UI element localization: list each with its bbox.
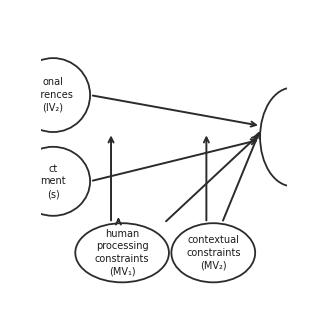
Ellipse shape [16, 58, 90, 132]
Ellipse shape [172, 223, 255, 282]
Text: ct
ment
(s): ct ment (s) [40, 164, 66, 199]
Ellipse shape [16, 147, 90, 216]
Text: contextual
constraints
(MV₂): contextual constraints (MV₂) [186, 235, 241, 271]
Ellipse shape [260, 88, 320, 186]
Text: onal
ferences
(IV₂): onal ferences (IV₂) [32, 77, 74, 113]
Ellipse shape [75, 223, 169, 282]
Text: human
processing
constraints
(MV₁): human processing constraints (MV₁) [95, 228, 149, 277]
